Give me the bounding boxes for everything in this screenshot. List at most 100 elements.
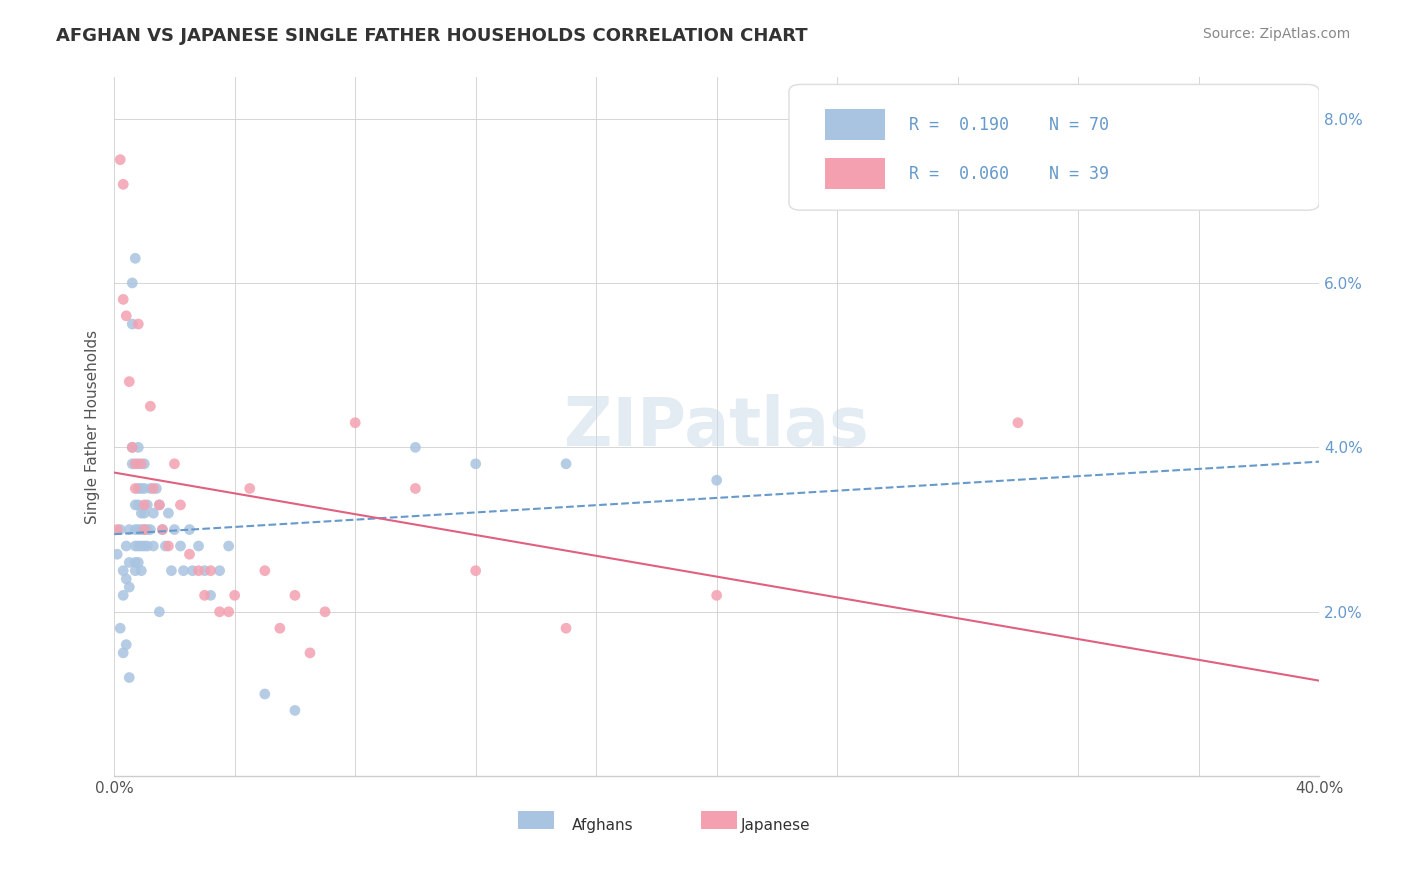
- Point: [115, 309, 138, 323]
- Point: [208, 605, 231, 619]
- Point: [118, 375, 141, 389]
- Point: [127, 457, 149, 471]
- Point: [157, 506, 180, 520]
- Point: [706, 473, 728, 487]
- Point: [163, 457, 186, 471]
- Point: [124, 482, 146, 496]
- Point: [124, 539, 146, 553]
- Point: [160, 564, 183, 578]
- Point: [118, 671, 141, 685]
- Point: [121, 457, 143, 471]
- FancyBboxPatch shape: [789, 85, 1319, 211]
- Point: [129, 564, 152, 578]
- Text: Afghans: Afghans: [572, 818, 634, 833]
- Point: [1007, 416, 1029, 430]
- Point: [208, 564, 231, 578]
- Point: [344, 416, 367, 430]
- Text: R =  0.190    N = 70: R = 0.190 N = 70: [910, 116, 1109, 134]
- Point: [124, 457, 146, 471]
- Text: Japanese: Japanese: [741, 818, 810, 833]
- Point: [404, 441, 426, 455]
- Point: [129, 523, 152, 537]
- Point: [129, 457, 152, 471]
- Point: [193, 564, 215, 578]
- Point: [112, 564, 135, 578]
- Point: [121, 441, 143, 455]
- Point: [110, 621, 132, 635]
- Point: [284, 588, 307, 602]
- Point: [169, 539, 191, 553]
- Point: [136, 523, 159, 537]
- Point: [142, 539, 165, 553]
- FancyBboxPatch shape: [517, 811, 554, 829]
- Text: ZIPatlas: ZIPatlas: [564, 393, 869, 459]
- Point: [218, 605, 240, 619]
- Point: [127, 317, 149, 331]
- Point: [124, 564, 146, 578]
- Point: [253, 687, 276, 701]
- Point: [139, 482, 162, 496]
- Point: [179, 523, 201, 537]
- Point: [129, 539, 152, 553]
- Point: [110, 523, 132, 537]
- Point: [284, 703, 307, 717]
- Point: [150, 523, 173, 537]
- Point: [127, 482, 149, 496]
- Y-axis label: Single Father Households: Single Father Households: [86, 330, 100, 524]
- Point: [148, 498, 170, 512]
- Point: [464, 457, 486, 471]
- Point: [239, 482, 262, 496]
- Point: [127, 539, 149, 553]
- FancyBboxPatch shape: [825, 158, 886, 189]
- Point: [145, 482, 167, 496]
- Point: [314, 605, 336, 619]
- Point: [121, 317, 143, 331]
- Point: [118, 523, 141, 537]
- Point: [298, 646, 321, 660]
- Point: [706, 588, 728, 602]
- Point: [129, 482, 152, 496]
- Point: [464, 564, 486, 578]
- Point: [155, 539, 177, 553]
- Point: [121, 441, 143, 455]
- Point: [555, 457, 578, 471]
- Point: [134, 523, 156, 537]
- Point: [105, 523, 128, 537]
- Point: [115, 638, 138, 652]
- Point: [112, 588, 135, 602]
- Point: [150, 523, 173, 537]
- Point: [127, 498, 149, 512]
- Text: R =  0.060    N = 39: R = 0.060 N = 39: [910, 165, 1109, 183]
- Point: [134, 523, 156, 537]
- Point: [148, 498, 170, 512]
- Point: [139, 523, 162, 537]
- Point: [253, 564, 276, 578]
- Point: [134, 498, 156, 512]
- Point: [121, 276, 143, 290]
- Point: [224, 588, 246, 602]
- Point: [179, 547, 201, 561]
- Point: [127, 523, 149, 537]
- FancyBboxPatch shape: [825, 109, 886, 140]
- Point: [142, 506, 165, 520]
- Point: [124, 556, 146, 570]
- Point: [110, 153, 132, 167]
- Point: [134, 482, 156, 496]
- Point: [181, 564, 204, 578]
- Point: [148, 605, 170, 619]
- Point: [139, 399, 162, 413]
- Text: AFGHAN VS JAPANESE SINGLE FATHER HOUSEHOLDS CORRELATION CHART: AFGHAN VS JAPANESE SINGLE FATHER HOUSEHO…: [56, 27, 808, 45]
- Point: [218, 539, 240, 553]
- Point: [187, 564, 209, 578]
- Point: [105, 547, 128, 561]
- Point: [193, 588, 215, 602]
- Text: Source: ZipAtlas.com: Source: ZipAtlas.com: [1202, 27, 1350, 41]
- Point: [134, 506, 156, 520]
- Point: [134, 457, 156, 471]
- Point: [134, 539, 156, 553]
- Point: [200, 588, 222, 602]
- Point: [118, 580, 141, 594]
- Point: [129, 506, 152, 520]
- Point: [163, 523, 186, 537]
- Point: [124, 523, 146, 537]
